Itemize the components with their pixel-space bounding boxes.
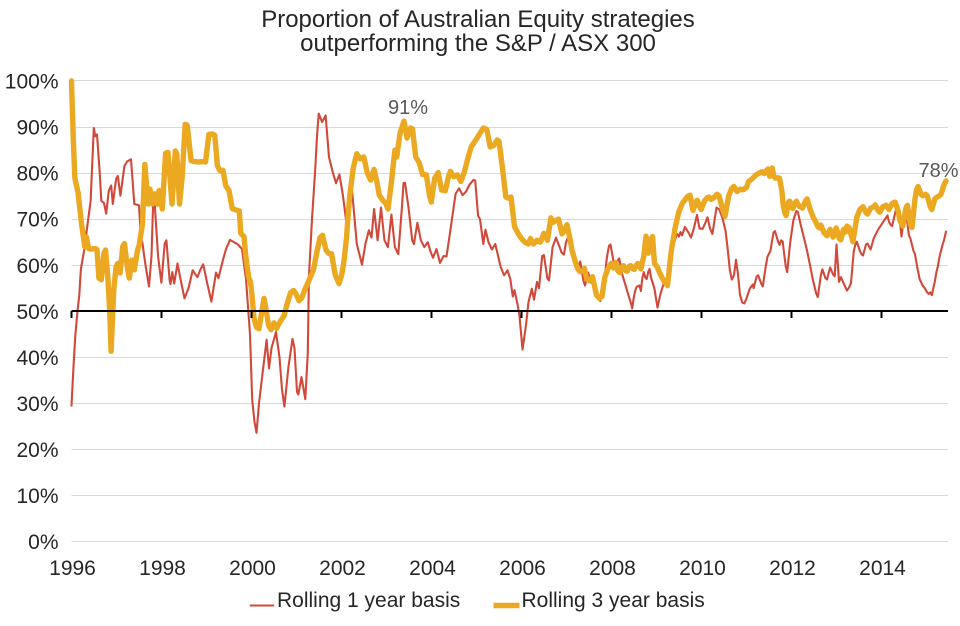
svg-text:91%: 91%	[388, 97, 428, 119]
svg-text:30%: 30%	[16, 393, 58, 416]
svg-text:2008: 2008	[589, 557, 636, 580]
svg-text:2012: 2012	[769, 557, 816, 580]
svg-text:outperforming the S&P / ASX 30: outperforming the S&P / ASX 300	[300, 30, 656, 57]
svg-text:2010: 2010	[679, 557, 726, 580]
svg-text:20%: 20%	[16, 439, 58, 462]
svg-text:90%: 90%	[16, 117, 58, 140]
svg-text:70%: 70%	[16, 209, 58, 232]
svg-text:40%: 40%	[16, 347, 58, 370]
svg-text:Proportion of Australian Equit: Proportion of Australian Equity strategi…	[261, 6, 695, 33]
svg-text:Rolling 3 year basis: Rolling 3 year basis	[522, 589, 705, 612]
svg-text:Rolling 1 year basis: Rolling 1 year basis	[277, 589, 460, 612]
svg-text:1996: 1996	[49, 557, 96, 580]
svg-text:78%: 78%	[918, 160, 958, 182]
svg-text:80%: 80%	[16, 163, 58, 186]
svg-text:0%: 0%	[28, 531, 58, 554]
svg-text:2002: 2002	[319, 557, 366, 580]
svg-text:50%: 50%	[16, 301, 58, 324]
svg-text:60%: 60%	[16, 255, 58, 278]
svg-text:2004: 2004	[409, 557, 456, 580]
svg-text:1998: 1998	[139, 557, 186, 580]
svg-text:2006: 2006	[499, 557, 546, 580]
svg-text:2000: 2000	[229, 557, 276, 580]
svg-text:10%: 10%	[16, 485, 58, 508]
svg-text:100%: 100%	[5, 71, 59, 94]
svg-text:2014: 2014	[859, 557, 906, 580]
